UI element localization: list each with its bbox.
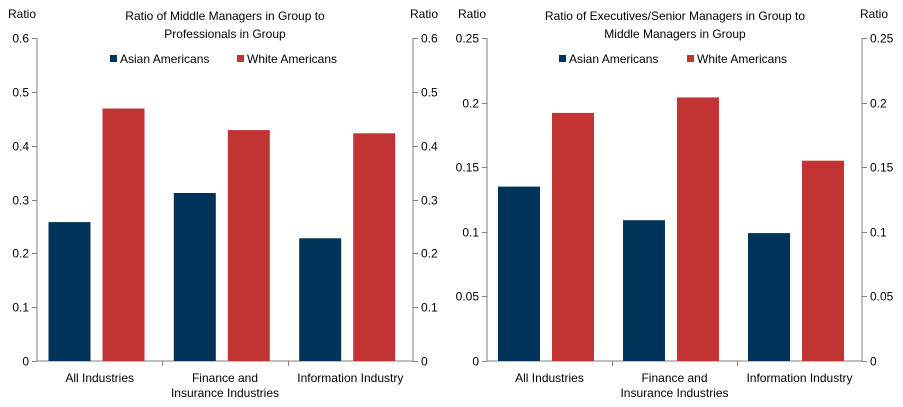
chart2-title-line: Ratio of Executives/Senior Managers in G… xyxy=(545,9,805,23)
chart2-y-tick-label-left: 0.05 xyxy=(456,290,480,304)
chart1-bar-white xyxy=(353,133,396,361)
chart1-category-label: Finance and xyxy=(192,371,258,385)
chart1-y-tick-label-left: 0.3 xyxy=(12,194,29,208)
chart1-bar-asian xyxy=(48,222,91,361)
chart2-y-tick-label-left: 0.15 xyxy=(456,161,480,175)
chart2-y-tick-label-left: 0 xyxy=(472,355,479,369)
chart1-bar-asian xyxy=(299,238,342,361)
chart1-bar-asian xyxy=(173,193,216,361)
chart2-y-tick-label-right: 0.25 xyxy=(870,32,894,46)
chart1-y-tick-label-right: 0 xyxy=(421,355,428,369)
chart2-legend-swatch-asian xyxy=(559,55,566,62)
chart1-y-tick-label-left: 0.2 xyxy=(12,247,29,261)
chart1-legend-swatch-white xyxy=(237,55,244,62)
chart2-legend-label-white: White Americans xyxy=(697,52,787,66)
chart1-y-tick-label-left: 0.5 xyxy=(12,86,29,100)
chart2-y-tick-label-right: 0.1 xyxy=(870,226,887,240)
chart1-legend-swatch-asian xyxy=(110,55,117,62)
chart2-category-label: Insurance Industries xyxy=(620,386,728,400)
chart2-y-axis-label-right: Ratio xyxy=(860,7,888,21)
chart1-category-label: Insurance Industries xyxy=(171,386,279,400)
chart1-title-line: Professionals in Group xyxy=(164,27,286,41)
chart2-y-tick-label-right: 0.05 xyxy=(870,290,894,304)
chart2-bar-asian xyxy=(623,220,665,361)
chart1-legend-label-white: White Americans xyxy=(247,52,337,66)
chart1-category-label: Information Industry xyxy=(297,371,403,385)
chart1-bar-white xyxy=(227,130,270,361)
chart2-bar-asian xyxy=(498,186,540,361)
chart2-y-tick-label-right: 0.2 xyxy=(870,97,887,111)
chart1-category-label: All Industries xyxy=(65,371,134,385)
chart2-y-tick-label-right: 0.15 xyxy=(870,161,894,175)
chart2-y-tick-label-right: 0 xyxy=(870,355,877,369)
chart1-y-tick-label-right: 0.6 xyxy=(421,32,438,46)
chart1-y-tick-label-left: 0.4 xyxy=(12,140,29,154)
chart2-bar-white xyxy=(677,97,719,362)
chart1-y-tick-label-right: 0.1 xyxy=(421,301,438,315)
chart2-y-tick-label-left: 0.25 xyxy=(456,32,480,46)
chart2-y-tick-label-left: 0.2 xyxy=(462,97,479,111)
chart1-legend-label-asian: Asian Americans xyxy=(120,52,209,66)
chart2-title-line: Middle Managers in Group xyxy=(604,27,746,41)
chart2-category-label: Information Industry xyxy=(746,371,852,385)
chart1-y-tick-label-right: 0.3 xyxy=(421,194,438,208)
chart2-bar-white xyxy=(552,112,594,362)
chart1-y-tick-label-right: 0.5 xyxy=(421,86,438,100)
chart1-bar-white xyxy=(102,108,145,361)
chart2-legend-swatch-white xyxy=(687,55,694,62)
chart2-y-tick-label-left: 0.1 xyxy=(462,226,479,240)
chart2-category-label: All Industries xyxy=(515,371,584,385)
chart1-title-line: Ratio of Middle Managers in Group to xyxy=(125,9,325,23)
chart1-y-tick-label-left: 0.1 xyxy=(12,301,29,315)
chart1-y-tick-label-right: 0.4 xyxy=(421,140,438,154)
chart1-y-axis-label-right: Ratio xyxy=(410,7,438,21)
chart1-y-axis-label-left: Ratio xyxy=(8,7,36,21)
chart2-bar-asian xyxy=(748,233,790,361)
chart2-bar-white xyxy=(802,160,844,361)
chart2-legend-label-asian: Asian Americans xyxy=(569,52,658,66)
chart2-y-axis-label-left: Ratio xyxy=(458,7,486,21)
chart1-y-tick-label-left: 0 xyxy=(22,355,29,369)
chart1-y-tick-label-left: 0.6 xyxy=(12,32,29,46)
chart2-category-label: Finance and xyxy=(641,371,707,385)
chart1-y-tick-label-right: 0.2 xyxy=(421,247,438,261)
